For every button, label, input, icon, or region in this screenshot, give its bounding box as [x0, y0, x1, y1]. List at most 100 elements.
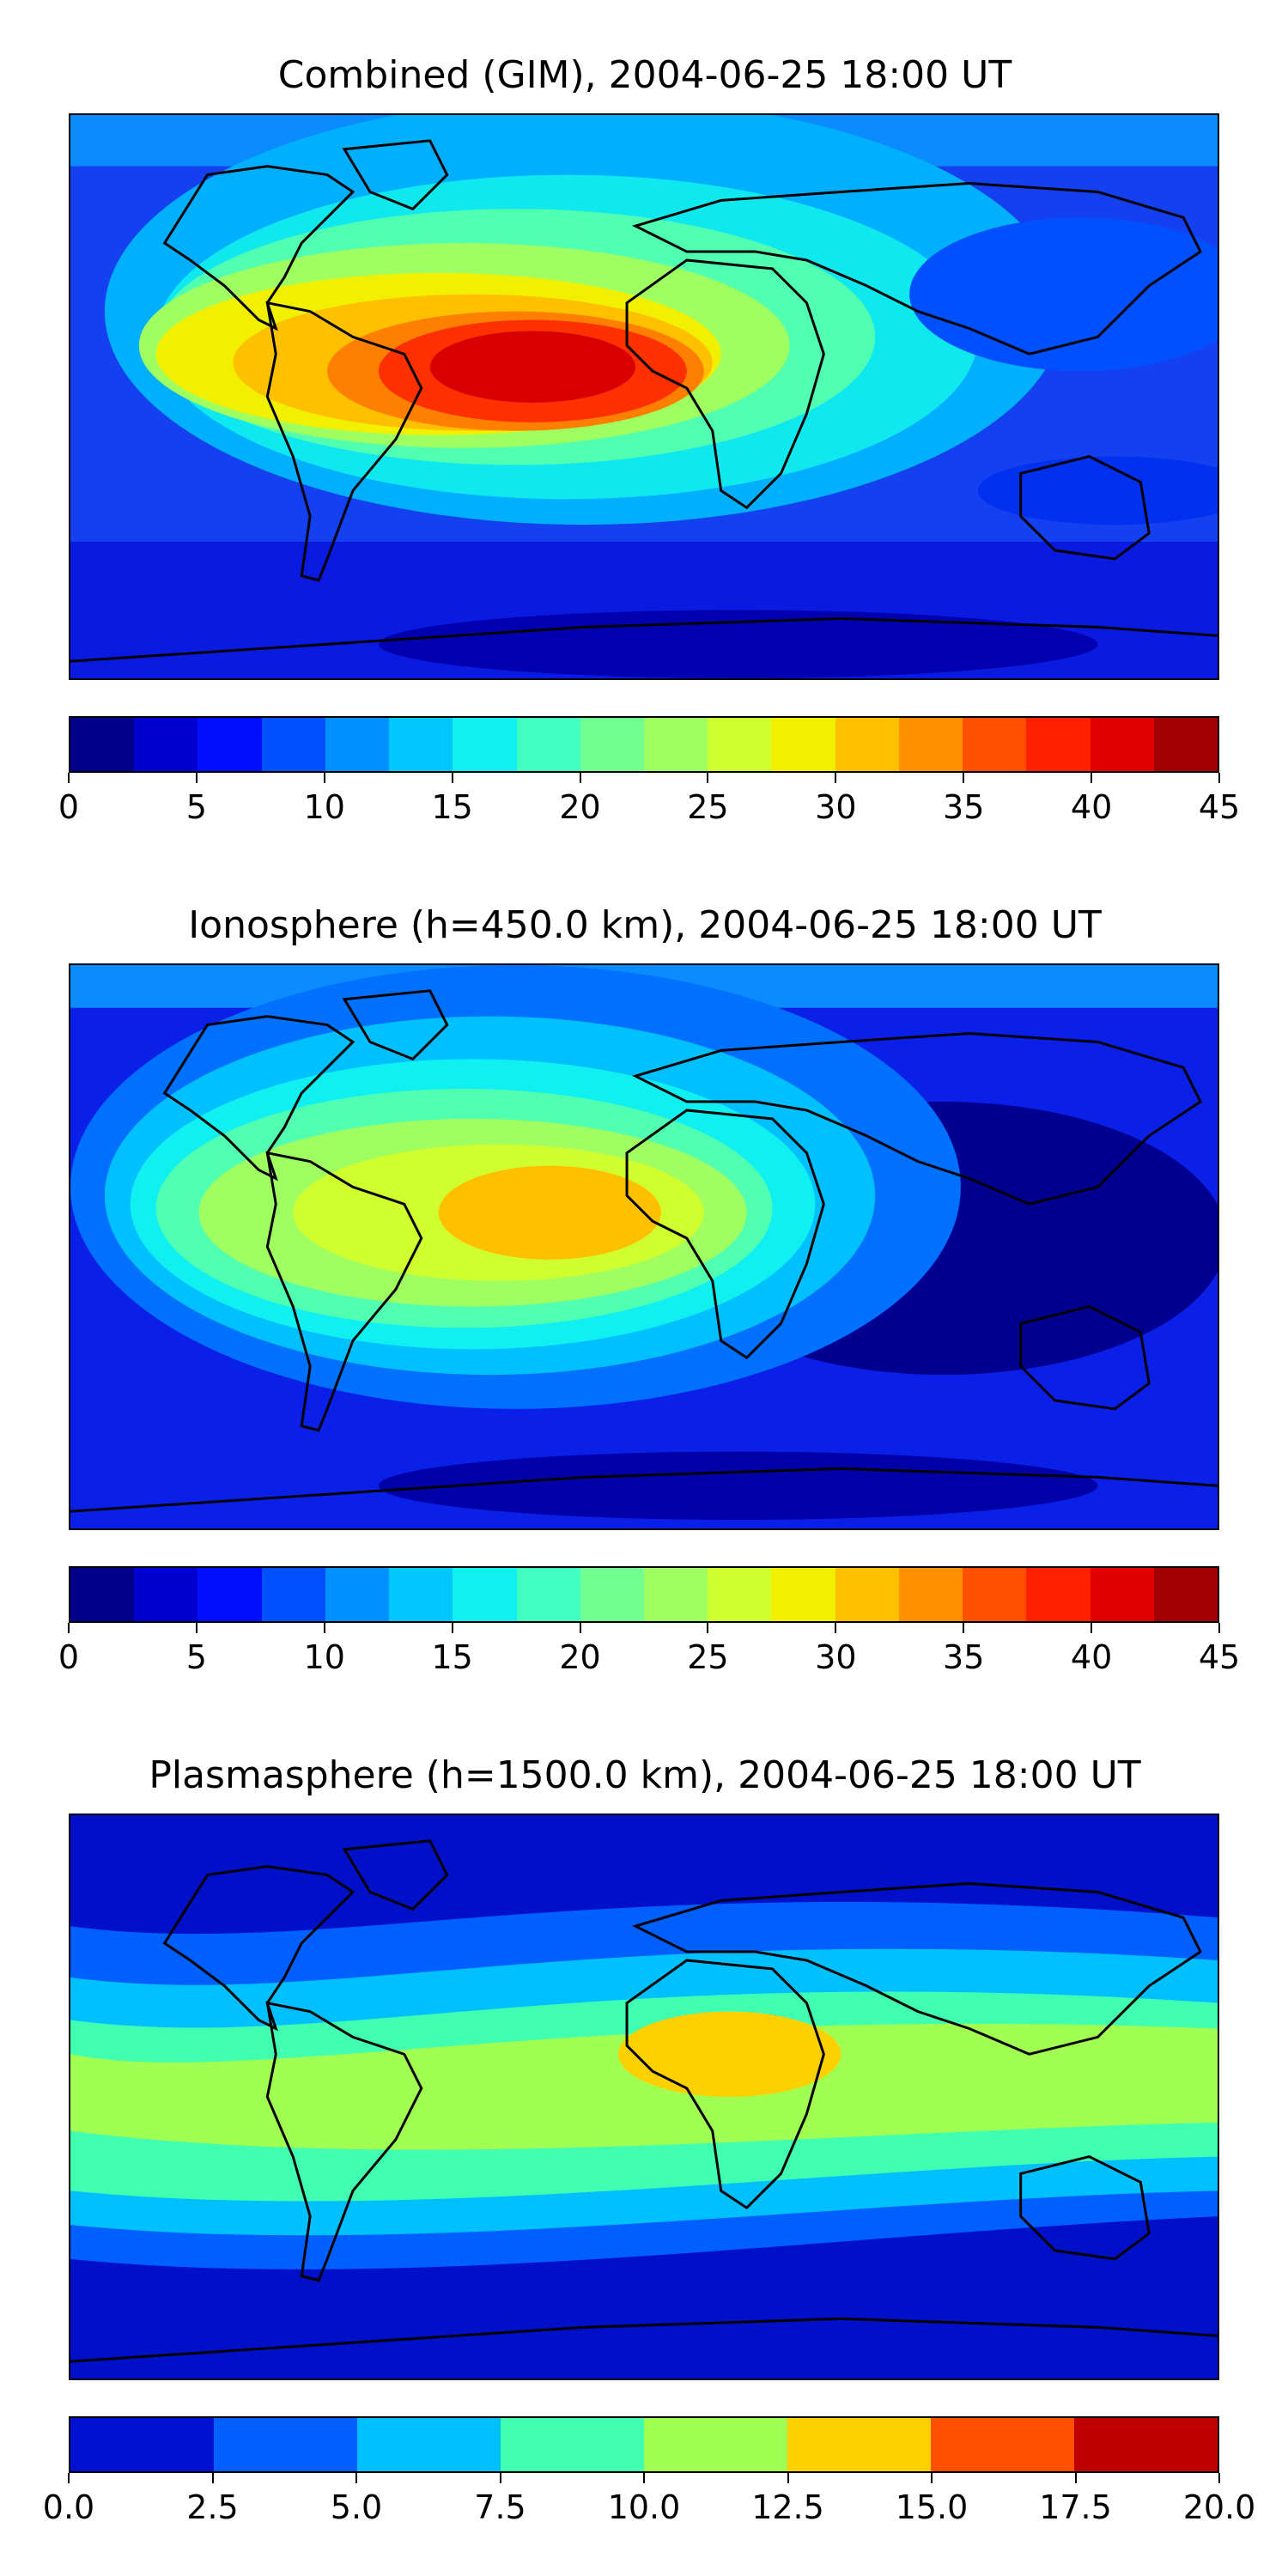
- colorbar-tick-label: 35: [943, 1638, 985, 1676]
- colorbar-swatch: [389, 718, 453, 771]
- colorbar-tick-label: 40: [1070, 788, 1113, 826]
- map-combined-canvas: [70, 115, 1218, 678]
- colorbar-swatch: [70, 1568, 135, 1621]
- colorbar-tick-mark: [963, 773, 965, 783]
- colorbar-swatch: [898, 718, 963, 771]
- colorbar-swatch: [580, 1568, 644, 1621]
- colorbar-tick-mark: [355, 2473, 357, 2483]
- panel-title-combined: Combined (GIM), 2004-06-25 18:00 UT: [277, 53, 1012, 97]
- colorbar-swatch: [931, 2418, 1074, 2471]
- map-combined: [69, 113, 1219, 680]
- colorbar-tick-label: 0: [58, 1638, 80, 1676]
- colorbar-tick-mark: [707, 1623, 709, 1633]
- colorbar-swatch: [1026, 1568, 1091, 1621]
- colorbar-tick-label: 7.5: [474, 2488, 526, 2526]
- colorbar-tick-mark: [211, 2473, 214, 2483]
- map-ionosphere: [69, 963, 1219, 1530]
- colorbar-swatch: [644, 2418, 787, 2471]
- colorbar-tick-label: 15.0: [895, 2488, 969, 2526]
- colorbar-plasmasphere: [69, 2416, 1219, 2473]
- colorbar-tick-label: 5: [185, 788, 207, 826]
- colorbar-tick-label: 15: [431, 788, 473, 826]
- colorbar-swatch: [261, 718, 325, 771]
- colorbar-tick-label: 10: [303, 788, 345, 826]
- colorbar-swatch: [501, 2418, 644, 2471]
- colorbar-swatch: [580, 718, 644, 771]
- colorbar-tick-mark: [1218, 1623, 1220, 1633]
- colorbar-tick-mark: [787, 2473, 789, 2483]
- colorbar-tick-label: 30: [815, 1638, 857, 1676]
- colorbar-tick-mark: [1074, 2473, 1077, 2483]
- colorbar-swatch: [1090, 1568, 1154, 1621]
- colorbar-swatch: [516, 1568, 580, 1621]
- colorbar-tick-label: 17.5: [1039, 2488, 1112, 2526]
- colorbar-ionosphere-ticks: 0 5 10 15 20 25 30 35 40 45: [58, 1623, 1240, 1676]
- colorbar-swatch: [453, 718, 517, 771]
- colorbar-tick-mark: [707, 773, 709, 783]
- map-plasmasphere-canvas: [70, 1815, 1218, 2379]
- colorbar-swatch: [898, 1568, 963, 1621]
- colorbar-tick-mark: [323, 773, 325, 783]
- colorbar-tick-label: 45: [1198, 788, 1241, 826]
- colorbar-ionosphere: [69, 1566, 1219, 1623]
- colorbar-swatch: [1153, 1568, 1218, 1621]
- colorbar-swatch: [134, 718, 198, 771]
- colorbar-tick-mark: [1218, 2473, 1220, 2483]
- colorbar-swatch: [325, 718, 390, 771]
- colorbar-tick-mark: [1218, 773, 1220, 783]
- colorbar-tick-mark: [499, 2473, 501, 2483]
- colorbar-tick-mark: [68, 773, 70, 783]
- map-plasmasphere: [69, 1814, 1219, 2380]
- colorbar-tick-label: 45: [1198, 1638, 1241, 1676]
- colorbar-swatch: [357, 2418, 501, 2471]
- colorbar-swatch: [771, 718, 835, 771]
- colorbar-combined-ticks: 0 5 10 15 20 25 30 35 40 45: [58, 773, 1240, 826]
- colorbar-tick-label: 10.0: [607, 2488, 681, 2526]
- colorbar-swatch: [835, 1568, 899, 1621]
- colorbar-tick-label: 0.0: [42, 2488, 95, 2526]
- panel-title-ionosphere: Ionosphere (h=450.0 km), 2004-06-25 18:0…: [188, 903, 1102, 947]
- colorbar-tick-mark: [1091, 1623, 1093, 1633]
- colorbar-tick-mark: [579, 1623, 581, 1633]
- colorbar-tick-mark: [195, 1623, 197, 1633]
- colorbar-swatch: [708, 1568, 772, 1621]
- colorbar-tick-mark: [835, 1623, 837, 1633]
- colorbar-swatch: [214, 2418, 357, 2471]
- colorbar-swatch: [261, 1568, 325, 1621]
- colorbar-swatch: [134, 1568, 198, 1621]
- colorbar-swatch: [197, 1568, 262, 1621]
- colorbar-swatch: [787, 2418, 931, 2471]
- colorbar-plasmasphere-ticks: 0.0 2.5 5.0 7.5 10.0 12.5 15.0 17.5 20.0: [43, 2473, 1255, 2526]
- colorbar-tick-label: 5: [185, 1638, 207, 1676]
- colorbar-swatch: [1090, 718, 1154, 771]
- colorbar-tick-label: 20: [559, 788, 601, 826]
- colorbar-tick-label: 2.5: [186, 2488, 239, 2526]
- colorbar-tick-label: 25: [687, 1638, 729, 1676]
- colorbar-swatch: [516, 718, 580, 771]
- colorbar-swatch: [325, 1568, 390, 1621]
- colorbar-tick-label: 30: [815, 788, 857, 826]
- colorbar-tick-mark: [963, 1623, 965, 1633]
- colorbar-swatch: [963, 1568, 1027, 1621]
- colorbar-swatch: [389, 1568, 453, 1621]
- colorbar-tick-mark: [451, 773, 453, 783]
- colorbar-swatch: [963, 718, 1027, 771]
- colorbar-tick-mark: [451, 1623, 453, 1633]
- colorbar-tick-label: 12.5: [751, 2488, 824, 2526]
- panel-title-plasmasphere: Plasmasphere (h=1500.0 km), 2004-06-25 1…: [149, 1753, 1141, 1797]
- colorbar-swatch: [708, 718, 772, 771]
- colorbar-tick-mark: [643, 2473, 645, 2483]
- colorbar-tick-mark: [1091, 773, 1093, 783]
- colorbar-swatch: [1026, 718, 1091, 771]
- colorbar-tick-mark: [323, 1623, 325, 1633]
- colorbar-swatch: [643, 718, 708, 771]
- colorbar-tick-label: 0: [58, 788, 80, 826]
- colorbar-tick-label: 40: [1070, 1638, 1113, 1676]
- colorbar-swatch: [70, 2418, 214, 2471]
- colorbar-swatch: [771, 1568, 835, 1621]
- colorbar-tick-mark: [68, 1623, 70, 1633]
- colorbar-tick-label: 20.0: [1182, 2488, 1256, 2526]
- colorbar-swatch: [197, 718, 262, 771]
- colorbar-swatch: [453, 1568, 517, 1621]
- colorbar-swatch: [1074, 2418, 1218, 2471]
